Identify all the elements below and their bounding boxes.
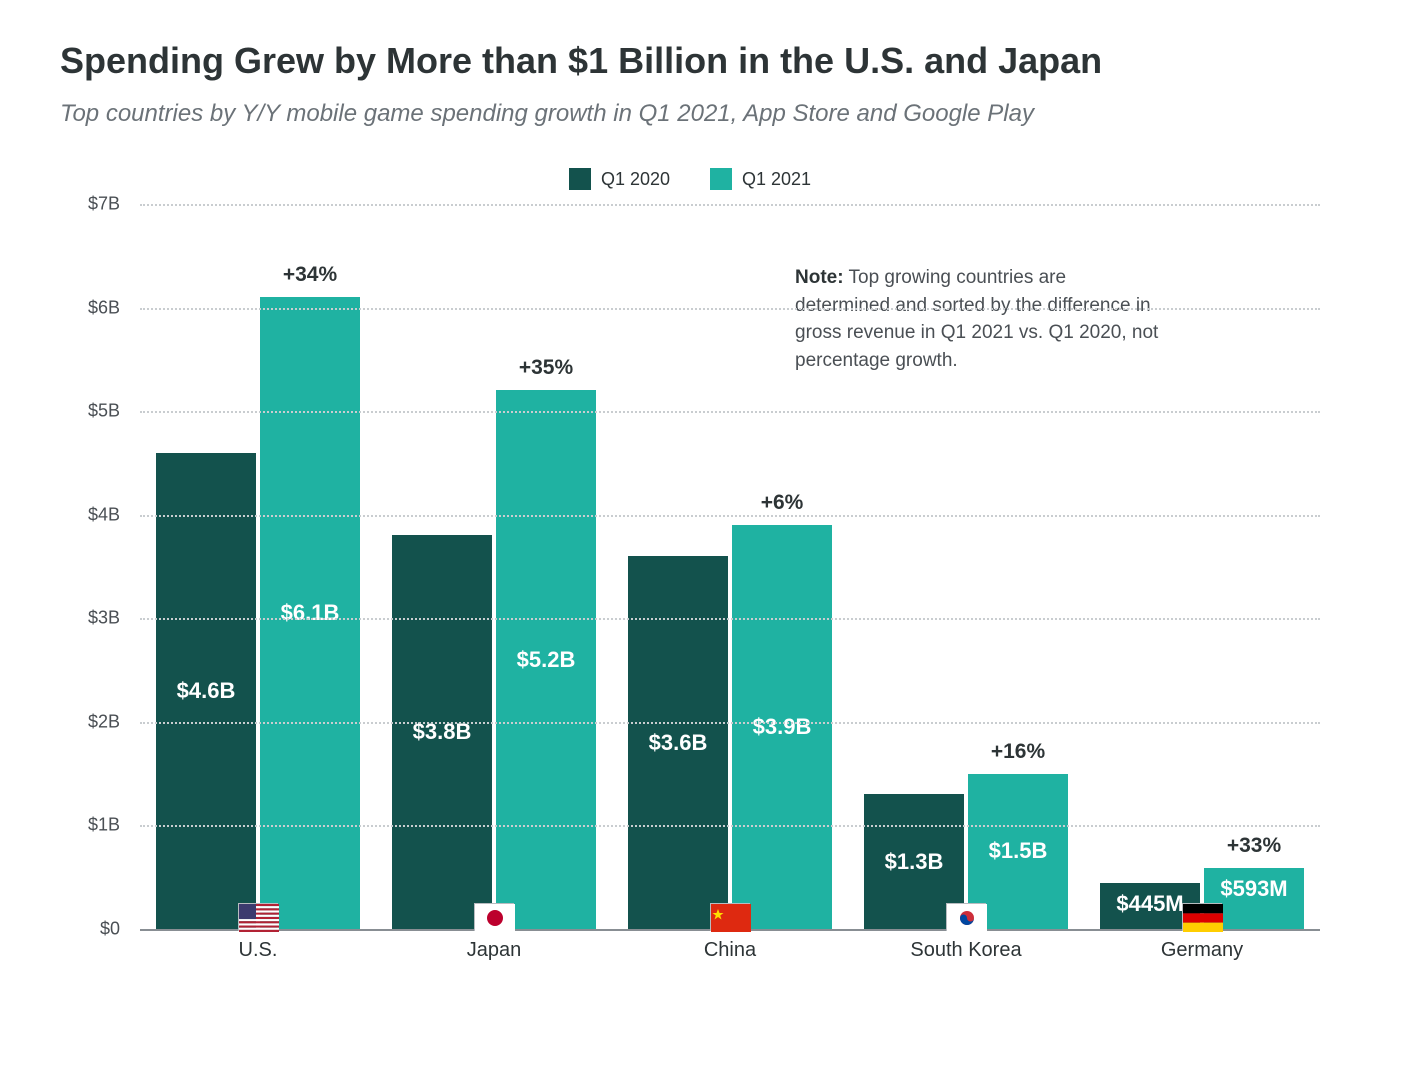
chart-title: Spending Grew by More than $1 Billion in…: [60, 40, 1342, 82]
legend-label: Q1 2021: [742, 169, 811, 190]
x-tick-group: Japan: [376, 903, 612, 962]
y-tick-label: $7B: [60, 194, 120, 215]
growth-label: +16%: [968, 740, 1068, 764]
y-tick-label: $1B: [60, 815, 120, 836]
plot-area: $0$1B$2B$3B$4B$5B$6B$7B $4.6B$6.1B+34%$3…: [60, 204, 1320, 929]
de-flag-icon: [1182, 903, 1222, 931]
x-tick-group: Germany: [1084, 903, 1320, 962]
bar-value-label: $6.1B: [281, 600, 340, 626]
growth-label: +35%: [496, 356, 596, 380]
note-body: Top growing countries are determined and…: [795, 267, 1158, 371]
chart-note: Note: Top growing countries are determin…: [795, 264, 1165, 374]
legend-swatch: [569, 168, 591, 190]
x-tick-group: U.S.: [140, 903, 376, 962]
jp-flag-icon: [474, 903, 514, 931]
x-tick-group: South Korea: [848, 903, 1084, 962]
bar-value-label: $1.5B: [989, 838, 1048, 864]
chart-container: Q1 2020 Q1 2021 $0$1B$2B$3B$4B$5B$6B$7B …: [60, 168, 1320, 1008]
legend-item-q1-2020: Q1 2020: [569, 168, 670, 190]
chart-subtitle: Top countries by Y/Y mobile game spendin…: [60, 100, 1342, 128]
us-flag-icon: [238, 903, 278, 931]
bar-value-label: $3.9B: [753, 714, 812, 740]
bar-value-label: $5.2B: [517, 647, 576, 673]
bar-q1-2021: $6.1B+34%: [260, 297, 360, 929]
y-axis: $0$1B$2B$3B$4B$5B$6B$7B: [60, 204, 130, 929]
bar-value-label: $1.3B: [885, 849, 944, 875]
gridline: [140, 825, 1320, 827]
growth-label: +33%: [1204, 834, 1304, 858]
bar-value-label: $4.6B: [177, 678, 236, 704]
gridline: [140, 722, 1320, 724]
y-tick-label: $4B: [60, 504, 120, 525]
growth-label: +6%: [732, 491, 832, 515]
bar-q1-2021: $5.2B+35%: [496, 390, 596, 929]
kr-flag-icon: [946, 903, 986, 931]
growth-label: +34%: [260, 263, 360, 287]
x-tick-label: China: [704, 939, 756, 962]
bar-q1-2020: $3.8B: [392, 535, 492, 929]
legend-item-q1-2021: Q1 2021: [710, 168, 811, 190]
bar-q1-2020: $3.6B: [628, 556, 728, 929]
bar-q1-2021: $3.9B+6%: [732, 525, 832, 929]
gridline: [140, 411, 1320, 413]
gridline: [140, 308, 1320, 310]
note-title: Note:: [795, 267, 844, 288]
gridline: [140, 204, 1320, 206]
x-tick-group: China: [612, 903, 848, 962]
bar-group: $4.6B$6.1B+34%: [140, 204, 376, 929]
x-tick-label: Japan: [467, 939, 522, 962]
y-tick-label: $0: [60, 919, 120, 940]
gridline: [140, 618, 1320, 620]
x-tick-label: Germany: [1161, 939, 1243, 962]
x-tick-label: U.S.: [239, 939, 278, 962]
cn-flag-icon: [710, 903, 750, 931]
legend: Q1 2020 Q1 2021: [60, 168, 1320, 190]
bar-value-label: $3.6B: [649, 730, 708, 756]
bar-value-label: $593M: [1220, 876, 1287, 902]
x-axis: U.S. Japan China South Korea Germany: [140, 903, 1320, 962]
y-tick-label: $5B: [60, 401, 120, 422]
legend-label: Q1 2020: [601, 169, 670, 190]
legend-swatch: [710, 168, 732, 190]
y-tick-label: $6B: [60, 297, 120, 318]
y-tick-label: $2B: [60, 711, 120, 732]
x-tick-label: South Korea: [910, 939, 1021, 962]
gridline: [140, 515, 1320, 517]
bar-group: $3.8B$5.2B+35%: [376, 204, 612, 929]
bar-q1-2020: $4.6B: [156, 453, 256, 929]
y-tick-label: $3B: [60, 608, 120, 629]
